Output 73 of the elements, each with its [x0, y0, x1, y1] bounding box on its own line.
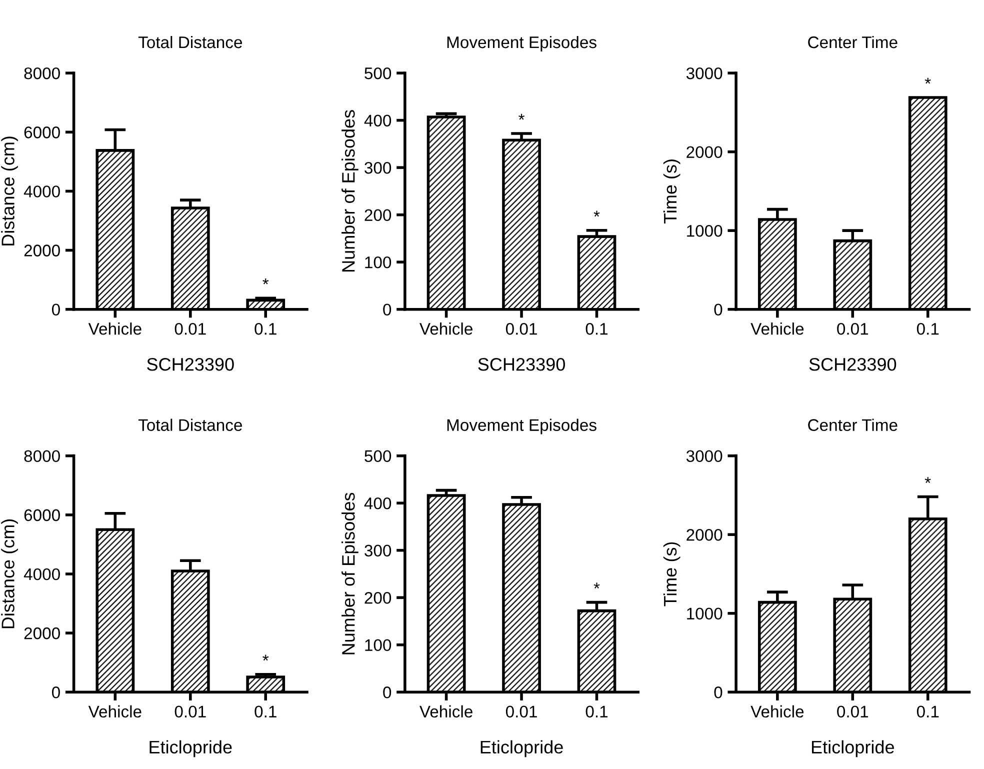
y-tick-label: 2000 [24, 244, 60, 256]
annotation: * [924, 78, 931, 84]
x-tick-label: 0.01 [837, 322, 868, 335]
y-tick-label: 100 [365, 256, 392, 268]
y-tick-label: 0 [52, 304, 60, 316]
y-tick-label: 1000 [687, 608, 722, 620]
x-tick-label: 0.01 [174, 322, 206, 335]
x-tick-label: 0.1 [916, 322, 939, 335]
x-axis-title: Eticlopride [812, 740, 894, 758]
x-tick-label: 0.1 [586, 706, 608, 718]
x-tick-label: Vehicle [420, 322, 472, 335]
x-tick-label: 0.01 [174, 706, 206, 718]
y-axis-title: Distance (cm) [1, 519, 18, 628]
y-tick-label: 8000 [24, 450, 60, 462]
y-tick-label: 1000 [687, 224, 722, 237]
y-tick-label: 0 [383, 304, 392, 316]
x-axis-title: Eticlopride [150, 740, 232, 758]
chart-title: Movement Episodes [447, 418, 596, 434]
y-tick-label: 2000 [686, 528, 722, 541]
chart-title: Total Distance [138, 418, 242, 431]
y-tick-label: 0 [383, 686, 392, 698]
y-tick-label: 400 [364, 497, 392, 510]
annotation: * [262, 654, 269, 661]
y-axis-title: Number of Episodes [342, 110, 358, 272]
y-tick-label: 300 [364, 162, 392, 174]
y-tick-label: 300 [364, 544, 392, 557]
chart-title: Center Time [808, 418, 898, 431]
annotation: * [262, 278, 269, 284]
y-axis-title: Number of Episodes [342, 492, 358, 654]
chart-title: Center Time [808, 36, 898, 48]
y-tick-label: 6000 [24, 509, 60, 522]
y-tick-label: 6000 [24, 126, 60, 138]
x-axis-title: Eticlopride [480, 740, 563, 758]
x-tick-label: 0.01 [506, 322, 537, 335]
y-tick-label: 2000 [24, 627, 60, 640]
y-tick-label: 0 [714, 686, 722, 698]
y-axis-title: Time (s) [663, 160, 680, 224]
x-tick-label: Vehicle [88, 705, 142, 718]
x-tick-label: 0.01 [837, 706, 868, 718]
chart-title: Movement Episodes [447, 36, 596, 52]
x-axis-title: SCH23390 [147, 358, 234, 371]
y-tick-label: 400 [364, 114, 392, 127]
annotation: * [594, 210, 600, 217]
y-tick-label: 0 [52, 686, 60, 698]
y-tick-label: 3000 [686, 67, 722, 80]
annotation: * [594, 582, 600, 589]
y-tick-label: 8000 [24, 67, 60, 80]
y-tick-label: 3000 [686, 450, 722, 462]
y-tick-label: 200 [364, 592, 392, 604]
x-tick-label: Vehicle [750, 322, 804, 335]
x-tick-label: 0.1 [916, 706, 939, 718]
x-tick-label: 0.1 [254, 322, 276, 335]
y-tick-label: 2000 [686, 146, 722, 158]
y-axis-title: Time (s) [663, 542, 680, 606]
y-tick-label: 500 [364, 450, 392, 462]
y-tick-label: 4000 [24, 568, 60, 580]
annotation: * [924, 477, 931, 483]
x-tick-label: 0.1 [254, 706, 276, 718]
y-tick-label: 100 [365, 639, 392, 652]
y-tick-label: 500 [364, 67, 392, 80]
x-tick-label: 0.01 [506, 706, 537, 718]
x-tick-label: 0.1 [586, 322, 608, 335]
chart-title: Total Distance [138, 36, 242, 48]
y-tick-label: 0 [714, 304, 722, 316]
y-axis-title: Distance (cm) [1, 136, 18, 246]
x-axis-title: SCH23390 [478, 358, 565, 371]
x-tick-label: Vehicle [750, 705, 804, 718]
x-tick-label: Vehicle [88, 322, 142, 335]
y-tick-label: 4000 [24, 186, 60, 198]
x-axis-title: SCH23390 [809, 358, 896, 371]
x-tick-label: Vehicle [420, 705, 472, 718]
annotation: * [518, 114, 525, 120]
y-tick-label: 200 [364, 209, 392, 222]
